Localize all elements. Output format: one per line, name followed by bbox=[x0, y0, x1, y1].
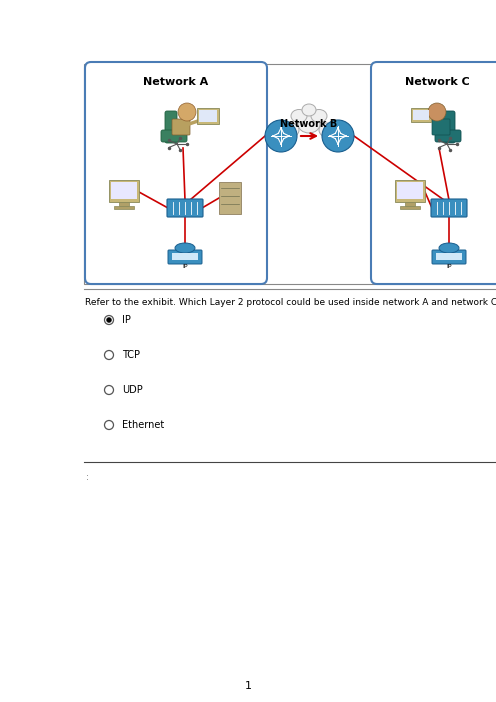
Ellipse shape bbox=[319, 123, 335, 137]
FancyBboxPatch shape bbox=[168, 250, 202, 264]
FancyBboxPatch shape bbox=[165, 111, 177, 143]
Ellipse shape bbox=[302, 104, 316, 116]
Text: TCP: TCP bbox=[122, 350, 140, 360]
FancyBboxPatch shape bbox=[114, 206, 134, 209]
Text: IP: IP bbox=[182, 263, 188, 268]
Circle shape bbox=[428, 103, 446, 121]
FancyBboxPatch shape bbox=[371, 62, 496, 284]
Text: :: : bbox=[86, 472, 89, 482]
FancyBboxPatch shape bbox=[435, 130, 461, 142]
Ellipse shape bbox=[439, 243, 459, 253]
FancyBboxPatch shape bbox=[432, 119, 450, 135]
FancyBboxPatch shape bbox=[432, 250, 466, 264]
Text: 1: 1 bbox=[245, 681, 251, 691]
Text: Refer to the exhibit. Which Layer 2 protocol could be used inside network A and : Refer to the exhibit. Which Layer 2 prot… bbox=[85, 298, 496, 307]
FancyBboxPatch shape bbox=[199, 110, 217, 122]
FancyBboxPatch shape bbox=[197, 108, 219, 124]
Circle shape bbox=[265, 120, 297, 152]
FancyBboxPatch shape bbox=[85, 62, 267, 284]
Text: Network B: Network B bbox=[280, 119, 338, 129]
Ellipse shape bbox=[311, 110, 327, 123]
FancyBboxPatch shape bbox=[172, 253, 198, 260]
FancyBboxPatch shape bbox=[167, 199, 203, 217]
FancyBboxPatch shape bbox=[111, 182, 137, 199]
FancyBboxPatch shape bbox=[172, 119, 190, 135]
FancyBboxPatch shape bbox=[119, 202, 129, 206]
FancyBboxPatch shape bbox=[109, 180, 139, 202]
Text: IP: IP bbox=[446, 263, 452, 268]
Circle shape bbox=[322, 120, 354, 152]
FancyBboxPatch shape bbox=[436, 253, 462, 260]
FancyBboxPatch shape bbox=[400, 206, 420, 209]
FancyBboxPatch shape bbox=[219, 182, 241, 214]
Text: Network A: Network A bbox=[143, 77, 209, 87]
Circle shape bbox=[178, 103, 196, 121]
Ellipse shape bbox=[274, 130, 288, 142]
Ellipse shape bbox=[291, 110, 307, 123]
Ellipse shape bbox=[283, 123, 299, 137]
FancyBboxPatch shape bbox=[443, 111, 455, 143]
FancyBboxPatch shape bbox=[413, 110, 429, 120]
Text: Network C: Network C bbox=[405, 77, 469, 87]
Text: UDP: UDP bbox=[122, 385, 143, 395]
Text: IP: IP bbox=[122, 315, 131, 325]
Ellipse shape bbox=[298, 115, 320, 133]
FancyBboxPatch shape bbox=[411, 108, 431, 122]
FancyBboxPatch shape bbox=[395, 180, 425, 202]
FancyBboxPatch shape bbox=[161, 130, 187, 142]
Ellipse shape bbox=[330, 130, 344, 142]
Circle shape bbox=[107, 317, 112, 322]
FancyBboxPatch shape bbox=[431, 199, 467, 217]
Text: Ethernet: Ethernet bbox=[122, 420, 164, 430]
Ellipse shape bbox=[175, 243, 195, 253]
FancyBboxPatch shape bbox=[405, 202, 415, 206]
FancyBboxPatch shape bbox=[397, 182, 423, 199]
FancyBboxPatch shape bbox=[84, 64, 496, 284]
